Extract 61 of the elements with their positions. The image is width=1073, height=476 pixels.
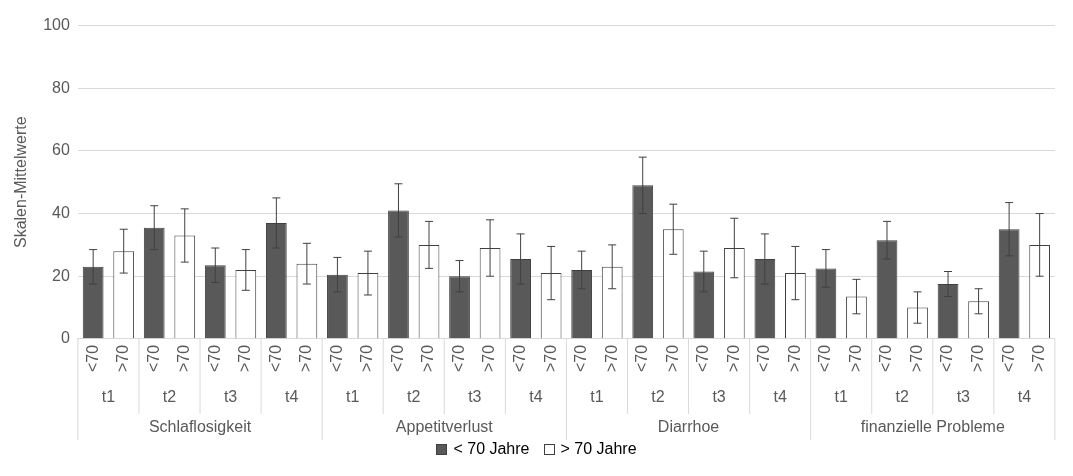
text: Diarrhoe [657, 418, 720, 436]
y-tick-label: 0 [60, 329, 70, 347]
x-tick-label: >70 [663, 344, 681, 372]
x-tick-label: <70 [999, 344, 1017, 372]
x-tick-label: >70 [175, 344, 193, 372]
text: > 70 Jahre [560, 440, 637, 458]
x-tick-label: <70 [327, 344, 345, 372]
x-tick-label: <70 [266, 344, 284, 372]
text: finanzielle Probleme [860, 418, 1005, 436]
text: t4 [773, 388, 787, 406]
text: t2 [407, 388, 421, 406]
y-tick-label: 60 [52, 141, 70, 159]
y-tick-label: 40 [52, 203, 70, 221]
x-tick-label: <70 [511, 344, 529, 372]
x-tick-label: <70 [205, 344, 223, 372]
text: t1 [101, 388, 116, 406]
x-tick-label: >70 [358, 344, 376, 372]
text: Appetitverlust [395, 418, 494, 436]
x-tick-label: >70 [846, 344, 864, 372]
x-tick-label: >70 [297, 344, 315, 372]
x-tick-label: <70 [694, 344, 712, 372]
y-tick-label: 80 [52, 78, 70, 96]
y-tick-label: 20 [52, 266, 70, 284]
x-tick-label: >70 [541, 344, 559, 372]
x-tick-label: <70 [449, 344, 467, 372]
x-tick-label: <70 [633, 344, 651, 372]
x-tick-label: <70 [83, 344, 101, 372]
x-tick-label: >70 [907, 344, 925, 372]
y-tick-label: 100 [43, 16, 70, 34]
text: t2 [651, 388, 665, 406]
text: t4 [529, 388, 543, 406]
x-tick-label: >70 [602, 344, 620, 372]
x-tick-label: <70 [144, 344, 162, 372]
x-tick-label: >70 [1030, 344, 1048, 372]
x-tick-label: >70 [236, 344, 254, 372]
text: t1 [346, 388, 360, 406]
x-tick-label: <70 [572, 344, 590, 372]
x-tick-label: >70 [114, 344, 132, 372]
text: t3 [468, 388, 482, 406]
text: t3 [956, 388, 971, 406]
x-tick-label: >70 [785, 344, 803, 372]
x-tick-label: <70 [816, 344, 834, 372]
text: t3 [712, 388, 726, 406]
x-tick-label: >70 [480, 344, 498, 372]
text: t2 [162, 388, 177, 406]
text: t4 [1017, 388, 1032, 406]
text: t1 [590, 388, 604, 406]
x-tick-label: <70 [938, 344, 956, 372]
text: t2 [895, 388, 910, 406]
x-tick-label: >70 [419, 344, 437, 372]
y-axis-title: Skalen-Mittelwerte [12, 116, 30, 249]
text: t4 [284, 388, 299, 406]
text: t1 [834, 388, 848, 406]
x-tick-label: <70 [755, 344, 773, 372]
x-tick-label: <70 [388, 344, 406, 372]
x-tick-label: >70 [968, 344, 986, 372]
text: t3 [223, 388, 238, 406]
legend-label: < 70 Jahre [453, 440, 530, 458]
x-tick-label: >70 [724, 344, 742, 372]
x-tick-label: <70 [877, 344, 895, 372]
text: Schlaflosigkeit [148, 418, 252, 436]
